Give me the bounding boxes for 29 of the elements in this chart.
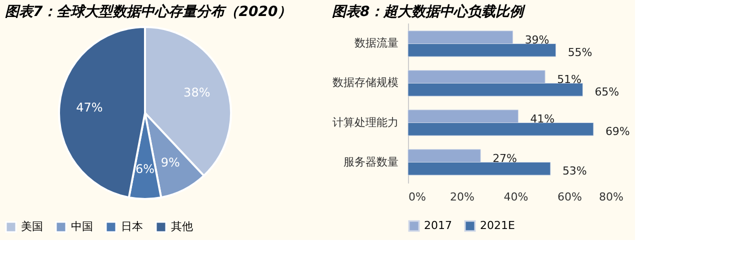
y-tick-label: 服务器数量	[344, 155, 398, 168]
chart-title: 图表7：全球大型数据中心存量分布（2020）	[5, 3, 292, 20]
y-tick-label: 数据存储规模	[332, 76, 398, 90]
data-label: 65%	[594, 86, 620, 99]
x-tick-label: 60%	[558, 190, 582, 204]
data-label: 39%	[524, 33, 550, 46]
data-label: 53%	[562, 164, 587, 178]
data-label: 9%	[160, 156, 180, 170]
legend-label: 中国	[71, 220, 93, 233]
legend-label: 2021E	[480, 219, 515, 232]
x-tick-label: 80%	[599, 190, 624, 204]
legend-label: 日本	[121, 220, 143, 233]
x-tick-label: 40%	[504, 190, 528, 204]
data-label: 27%	[492, 152, 518, 165]
chart-title: 图表8：超大数据中心负载比例	[332, 3, 526, 20]
data-label: 55%	[568, 46, 592, 60]
data-label: 51%	[557, 72, 582, 86]
x-tick-label: 0%	[408, 190, 426, 204]
y-tick-label: 计算处理能力	[332, 116, 398, 129]
legend-label: 美国	[21, 220, 43, 233]
legend-label: 2017	[424, 219, 452, 232]
x-tick-label: 20%	[450, 190, 474, 204]
data-label: 47%	[76, 100, 103, 115]
data-label: 6%	[135, 162, 155, 176]
data-label: 38%	[184, 85, 210, 100]
data-label: 41%	[530, 112, 555, 126]
legend-label: 其他	[171, 220, 193, 233]
data-label: 69%	[605, 125, 630, 138]
y-tick-label: 数据流量	[354, 36, 398, 50]
